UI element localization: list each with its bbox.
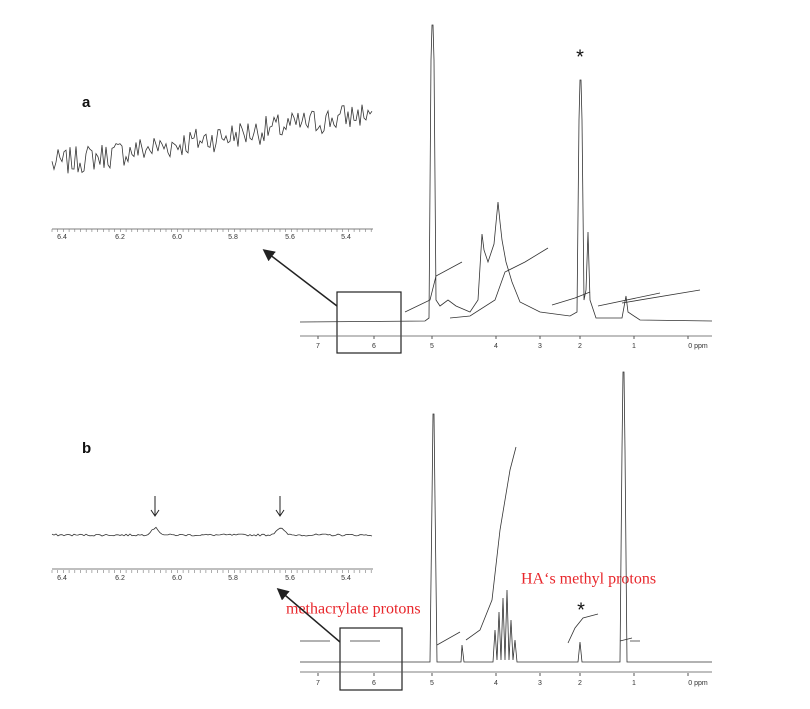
zoom-box	[339, 627, 403, 691]
axis-tick-label: 6	[372, 343, 376, 350]
inset-tick-label: 6.0	[172, 575, 182, 582]
inset-tick-label: 5.6	[285, 234, 295, 241]
axis-tick-label: 2	[578, 343, 582, 350]
asterisk: *	[576, 46, 584, 68]
axis-tick-label: 5	[430, 343, 434, 350]
inset-tick-label: 5.8	[228, 234, 238, 241]
annotation: HA‘s methyl protons	[521, 571, 656, 588]
inset-spectrum	[51, 526, 373, 537]
inset-tick-label: 6.4	[57, 234, 67, 241]
axis-tick-label: 7	[316, 343, 320, 350]
peak-arrow	[275, 509, 285, 517]
inset-tick-label: 6.2	[115, 575, 125, 582]
inset-tick-label: 5.4	[341, 575, 351, 582]
zoom-box	[336, 291, 402, 354]
axis-tick-label: 7	[316, 680, 320, 687]
axis-tick-label: 0 ppm	[688, 680, 708, 687]
axis-tick-label: 1	[632, 680, 636, 687]
inset-tick-label: 5.8	[228, 575, 238, 582]
inset-spectrum	[51, 104, 373, 174]
asterisk: *	[577, 599, 585, 621]
arrow	[276, 588, 341, 643]
annotation: methacrylate protons	[286, 601, 421, 618]
axis-tick-label: 3	[538, 343, 542, 350]
axis-tick-label: 0 ppm	[688, 343, 708, 350]
axis-tick-label: 6	[372, 680, 376, 687]
spectrum	[299, 24, 713, 323]
integral	[404, 247, 701, 319]
axis-tick-label: 2	[578, 680, 582, 687]
spectrum	[300, 371, 712, 663]
inset-tick-label: 6.0	[172, 234, 182, 241]
integral	[300, 446, 640, 646]
axis-tick-label: 1	[632, 343, 636, 350]
axis-tick-label: 4	[494, 680, 498, 687]
axis-tick-label: 5	[430, 680, 434, 687]
peak-arrow	[150, 509, 160, 517]
inset-tick-label: 5.4	[341, 234, 351, 241]
axis-tick-label: 3	[538, 680, 542, 687]
axis-tick-label: 4	[494, 343, 498, 350]
panel-label: b	[82, 440, 91, 457]
arrow	[262, 249, 338, 307]
inset-tick-label: 5.6	[285, 575, 295, 582]
inset-tick-label: 6.4	[57, 575, 67, 582]
panel-label: a	[82, 94, 91, 111]
inset-tick-label: 6.2	[115, 234, 125, 241]
